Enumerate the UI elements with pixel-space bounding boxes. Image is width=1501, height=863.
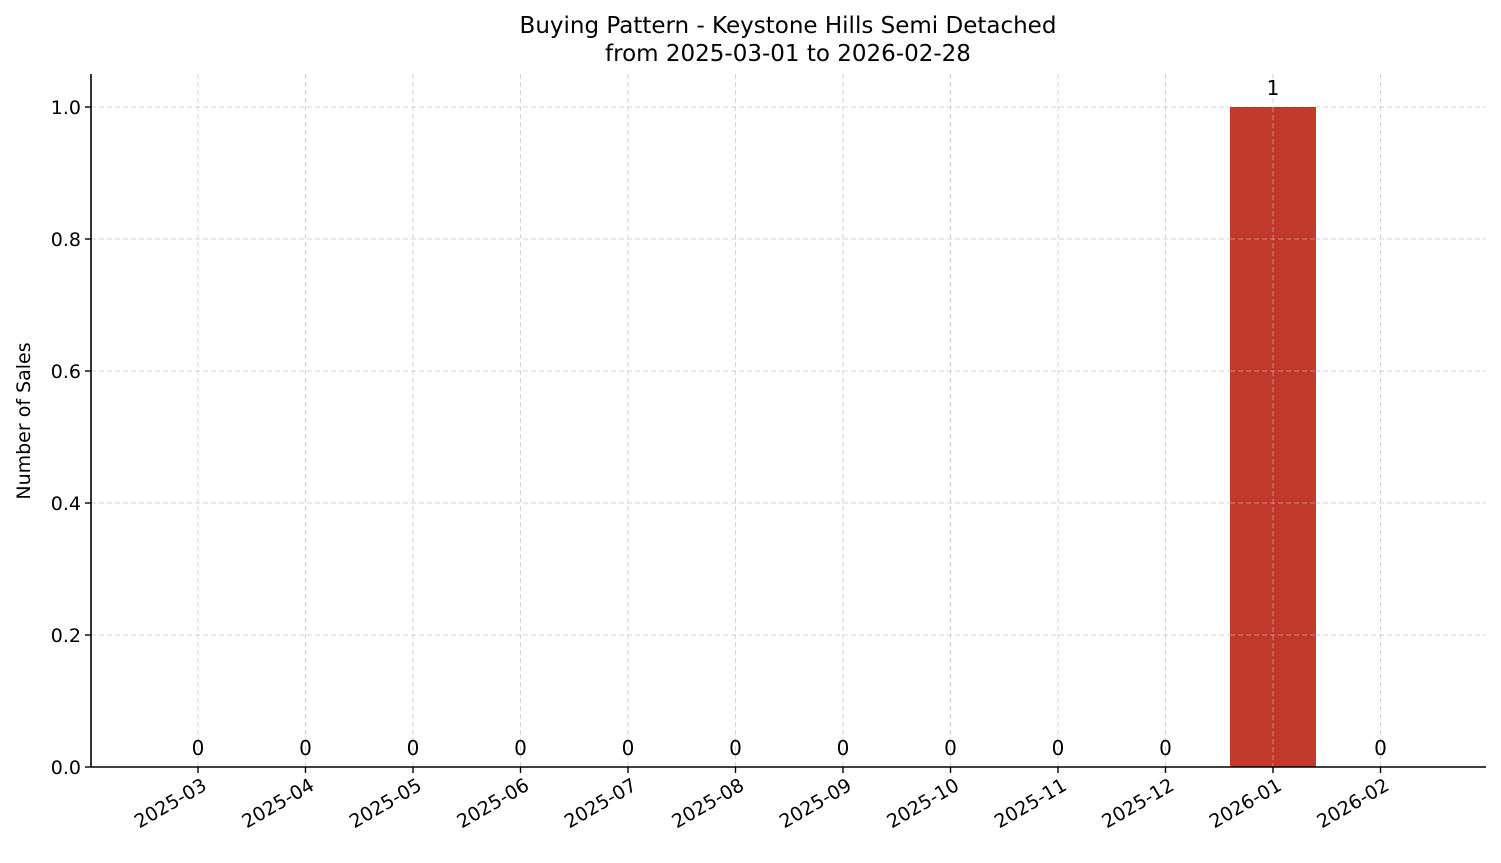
y-tick-label: 0.0 bbox=[51, 757, 81, 779]
bar-value-label: 0 bbox=[729, 736, 742, 760]
y-tick-label: 0.4 bbox=[51, 493, 81, 515]
axes-spines bbox=[90, 74, 1486, 768]
chart-title: Buying Pattern - Keystone Hills Semi Det… bbox=[520, 13, 1057, 39]
bar-value-label: 0 bbox=[944, 736, 957, 760]
bars bbox=[1230, 107, 1316, 767]
x-tick-label: 2025-07 bbox=[561, 774, 641, 833]
bar-value-labels: 0 0 0 0 0 0 0 0 0 0 1 0 bbox=[192, 76, 1387, 760]
y-tick-label: 0.2 bbox=[51, 625, 81, 647]
bar-value-label: 0 bbox=[407, 736, 420, 760]
x-tick-label: 2025-11 bbox=[991, 774, 1071, 833]
bar-value-label: 0 bbox=[514, 736, 527, 760]
bar-value-label: 0 bbox=[837, 736, 850, 760]
x-tick-label: 2025-12 bbox=[1098, 774, 1178, 833]
bar-value-label: 0 bbox=[1052, 736, 1065, 760]
y-tick-label: 0.6 bbox=[51, 361, 81, 383]
y-axis-ticks: 0.0 0.2 0.4 0.6 0.8 1.0 bbox=[51, 97, 91, 779]
grid bbox=[91, 74, 1486, 768]
bar-value-label: 1 bbox=[1267, 76, 1280, 100]
x-axis-ticks: 2025-03 2025-04 2025-05 2025-06 2025-07 2025-… bbox=[131, 767, 1393, 833]
bar-value-label: 0 bbox=[1374, 736, 1387, 760]
bar-value-label: 0 bbox=[622, 736, 635, 760]
chart-subtitle: from 2025-03-01 to 2026-02-28 bbox=[605, 41, 971, 67]
bar-value-label: 0 bbox=[192, 736, 205, 760]
bar-value-label: 0 bbox=[1159, 736, 1172, 760]
x-tick-label: 2025-09 bbox=[776, 774, 856, 833]
bar-value-label: 0 bbox=[299, 736, 312, 760]
x-tick-label: 2025-08 bbox=[668, 774, 748, 833]
x-tick-label: 2025-05 bbox=[346, 774, 426, 833]
y-tick-label: 0.8 bbox=[51, 229, 81, 251]
y-axis-label: Number of Sales bbox=[13, 342, 35, 499]
y-tick-label: 1.0 bbox=[51, 97, 81, 119]
x-tick-label: 2025-03 bbox=[131, 774, 211, 833]
x-tick-label: 2026-02 bbox=[1313, 774, 1393, 833]
x-tick-label: 2025-06 bbox=[453, 774, 533, 833]
x-tick-label: 2026-01 bbox=[1206, 774, 1286, 833]
x-tick-label: 2025-04 bbox=[238, 774, 318, 833]
x-tick-label: 2025-10 bbox=[883, 774, 963, 833]
